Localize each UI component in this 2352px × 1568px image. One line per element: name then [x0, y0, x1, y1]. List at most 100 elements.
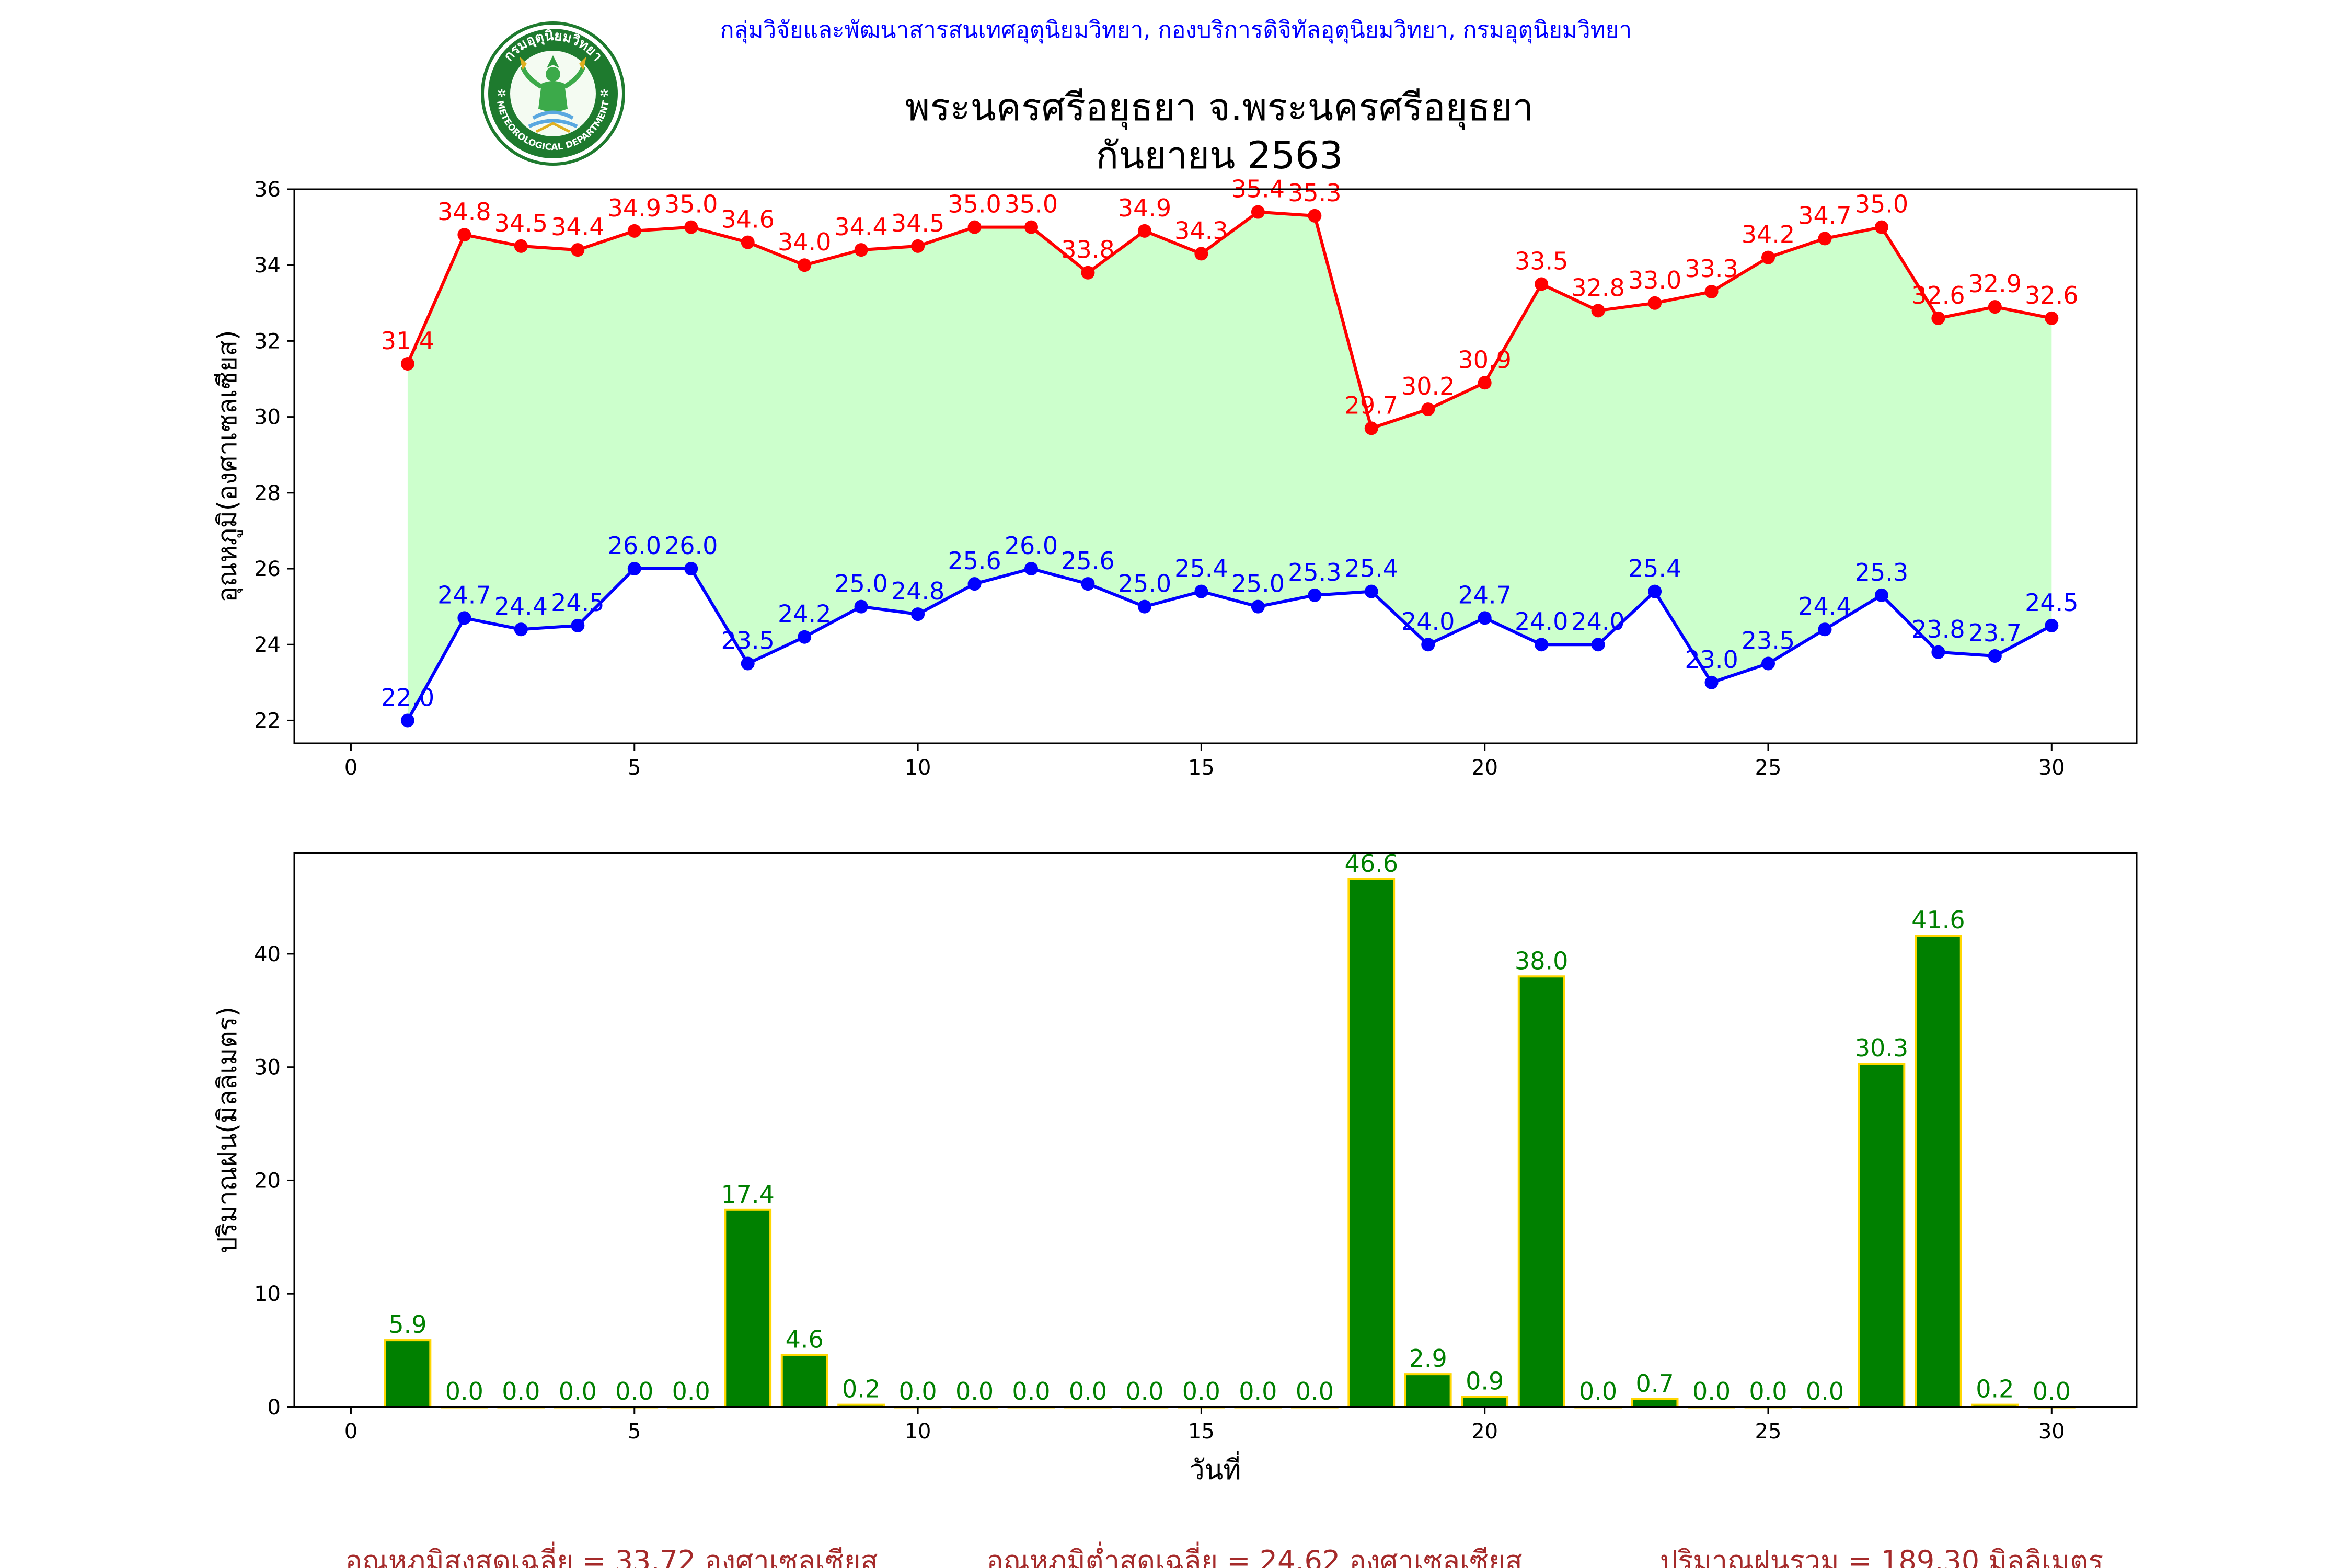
min-temp-point — [1024, 562, 1038, 576]
max-temp-label: 32.9 — [1968, 270, 2022, 298]
max-temp-label: 31.4 — [381, 327, 434, 355]
max-temp-label: 34.7 — [1798, 201, 1851, 229]
max-temp-point — [1081, 266, 1095, 280]
min-temp-label: 24.4 — [1798, 592, 1851, 620]
min-temp-point — [1704, 675, 1719, 689]
rain-value-label: 0.0 — [1806, 1377, 1844, 1405]
max-temp-point — [457, 228, 471, 242]
max-temp-label: 32.8 — [1571, 273, 1624, 302]
rain-value-label: 30.3 — [1855, 1034, 1908, 1062]
min-temp-label: 24.5 — [551, 589, 604, 617]
max-temp-point — [400, 356, 414, 371]
rain-value-label: 0.0 — [445, 1377, 483, 1405]
min-temp-label: 25.3 — [1288, 558, 1341, 586]
max-temp-label: 35.0 — [1005, 190, 1058, 218]
min-temp-point — [911, 607, 925, 621]
min-temp-point — [1364, 584, 1378, 598]
y-tick-label: 22 — [254, 709, 281, 733]
max-temp-point — [2045, 311, 2059, 325]
max-temp-point — [854, 243, 868, 257]
y-tick-label: 24 — [254, 633, 281, 657]
x-tick-label: 25 — [1755, 756, 1782, 780]
rain-value-label: 0.0 — [2033, 1377, 2071, 1405]
max-temp-label: 32.6 — [2025, 281, 2078, 309]
min-temp-label: 23.5 — [721, 627, 774, 655]
meteorological-department-logo: กรมอุตุนิยมวิทยา METEOROLOGICAL DEPARTME… — [475, 20, 631, 167]
min-temp-point — [627, 562, 641, 576]
max-temp-label: 34.8 — [437, 198, 491, 226]
x-tick-label: 30 — [2038, 1420, 2065, 1444]
max-temp-label: 29.7 — [1345, 391, 1398, 419]
min-temp-point — [798, 630, 812, 644]
min-temp-point — [854, 599, 868, 614]
rain-value-label: 0.0 — [1239, 1377, 1277, 1405]
min-temperature-line — [406, 567, 2053, 721]
max-temp-point — [1648, 296, 1662, 310]
max-temp-point — [1308, 209, 1322, 223]
max-temp-label: 35.0 — [1855, 190, 1908, 218]
rainfall-y-axis-label: ปริมาณฝน(มิลลิเมตร) — [212, 1007, 243, 1253]
max-temp-label: 33.8 — [1061, 236, 1114, 264]
rain-value-label: 41.6 — [1911, 906, 1965, 934]
rain-bar — [384, 1339, 432, 1409]
temperature-plot-frame — [293, 188, 2138, 744]
min-temp-label: 22.0 — [381, 683, 434, 711]
rain-value-label: 0.7 — [1635, 1369, 1674, 1398]
max-temp-point — [571, 243, 585, 257]
max-temp-label: 34.9 — [1118, 194, 1171, 222]
y-tick-label: 40 — [254, 942, 281, 966]
min-temp-label: 25.0 — [1231, 570, 1285, 598]
min-temp-point — [1251, 599, 1265, 614]
rain-value-label: 0.0 — [1182, 1377, 1220, 1405]
min-temp-label: 25.0 — [1118, 570, 1171, 598]
min-temp-label: 25.4 — [1628, 555, 1681, 583]
svg-text:✲: ✲ — [599, 87, 609, 100]
min-temp-label: 25.6 — [948, 547, 1001, 575]
rain-value-label: 0.0 — [1692, 1377, 1731, 1405]
x-tick-label: 10 — [905, 756, 931, 780]
max-temp-point — [1024, 220, 1038, 234]
min-temp-point — [571, 618, 585, 632]
max-temp-point — [1478, 376, 1492, 390]
rain-value-label: 2.9 — [1409, 1344, 1447, 1373]
min-temp-label: 24.0 — [1401, 607, 1455, 636]
max-temp-point — [1988, 300, 2002, 314]
min-temp-point — [1137, 599, 1151, 614]
y-tick-label: 10 — [254, 1282, 281, 1306]
rain-value-label: 38.0 — [1515, 947, 1568, 975]
rain-value-label: 0.0 — [955, 1377, 994, 1405]
min-temp-point — [1081, 577, 1095, 591]
min-temp-label: 26.0 — [664, 532, 718, 560]
max-temp-point — [741, 235, 755, 249]
x-tick-label: 30 — [2038, 756, 2065, 780]
min-temp-point — [1818, 622, 1832, 637]
min-temp-label: 24.0 — [1571, 607, 1624, 636]
rainfall-x-axis-label: วันที่ — [1189, 1451, 1241, 1486]
min-temp-label: 23.5 — [1742, 627, 1795, 655]
max-temp-point — [1931, 311, 1945, 325]
min-temp-label: 26.0 — [608, 532, 661, 560]
rain-bar — [1461, 1396, 1509, 1408]
min-temp-label: 25.4 — [1174, 555, 1228, 583]
svg-text:✲: ✲ — [497, 87, 506, 100]
min-temp-label: 25.3 — [1855, 558, 1908, 586]
rain-value-label: 0.0 — [1296, 1377, 1334, 1405]
y-tick-label: 34 — [254, 253, 281, 278]
min-temp-label: 24.0 — [1515, 607, 1568, 636]
max-temp-label: 35.0 — [948, 190, 1001, 218]
min-temp-point — [514, 622, 528, 637]
max-temp-label: 34.9 — [608, 194, 661, 222]
min-temp-label: 24.4 — [494, 592, 548, 620]
min-temp-label: 23.7 — [1968, 619, 2022, 647]
rain-value-label: 0.0 — [615, 1377, 653, 1405]
max-temp-label: 33.3 — [1685, 255, 1738, 283]
max-temp-label: 34.5 — [891, 209, 944, 237]
rain-bar — [1404, 1373, 1452, 1408]
max-temp-point — [1421, 402, 1435, 417]
rain-value-label: 0.2 — [842, 1375, 880, 1403]
rain-value-label: 0.0 — [898, 1377, 937, 1405]
rain-value-label: 46.6 — [1345, 849, 1398, 878]
max-temp-label: 30.9 — [1458, 345, 1511, 374]
rain-value-label: 0.0 — [1749, 1377, 1787, 1405]
min-temp-label: 25.4 — [1345, 555, 1398, 583]
